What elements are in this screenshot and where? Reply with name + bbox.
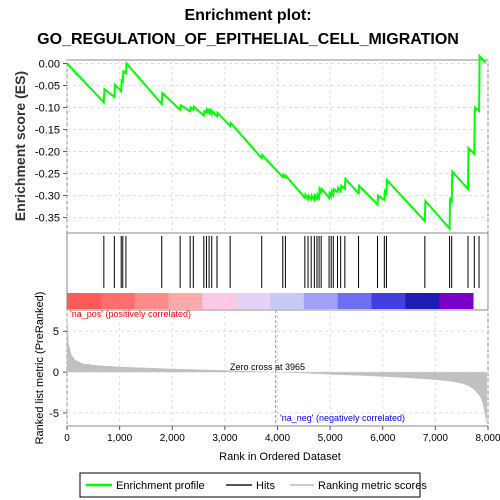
x-tick-label: 5,000 [318, 433, 343, 444]
heat-bar-segment [270, 293, 305, 309]
chart-title-line1: Enrichment plot: [184, 7, 311, 24]
x-tick-label: 4,000 [265, 433, 290, 444]
heat-bar-segment [236, 293, 271, 309]
es-panel: 0.00-0.05-0.10-0.15-0.20-0.25-0.30-0.35 … [12, 53, 489, 234]
es-y-tick-label: -0.25 [35, 169, 60, 181]
metric-panel: 5 0 -5 'na_pos' (positively correlated) 'n… [34, 292, 489, 445]
x-tick-label: 7,000 [423, 433, 448, 444]
metric-y-tick-label: 0 [53, 367, 59, 379]
heat-bar-segment [168, 293, 203, 309]
es-y-ticks: 0.00 -0.05 -0.10 -0.15 -0.20 -0.25 -0.30 -0.35 [35, 59, 67, 225]
es-y-tick-label: -0.20 [35, 147, 60, 159]
legend-enrichment-label: Enrichment profile [116, 480, 205, 492]
heat-bar-segment [303, 293, 339, 309]
x-axis-label: Rank in Ordered Dataset [219, 451, 341, 463]
metric-y-tick-label: 5 [53, 326, 59, 338]
legend-metric-label: Ranking metric scores [318, 480, 427, 492]
es-y-axis-label: Enrichment score (ES) [12, 71, 28, 221]
heat-bar-segment [134, 293, 169, 309]
rank-heat-bar [67, 293, 474, 309]
zero-cross-label: Zero cross at 3965 [230, 362, 305, 372]
chart-title-line2: GO_REGULATION_OF_EPITHELIAL_CELL_MIGRATI… [37, 31, 459, 48]
heat-bar-segment [337, 293, 372, 309]
x-tick-label: 1,000 [107, 433, 132, 444]
es-grid [66, 60, 489, 233]
heat-bar-segment [439, 293, 474, 309]
heat-bar-segment [100, 293, 136, 309]
x-tick-label: 0 [64, 433, 70, 444]
es-y-tick-label: -0.15 [35, 125, 60, 137]
pos-correlated-label: 'na_pos' (positively correlated) [70, 309, 191, 319]
es-y-tick-label: 0.00 [39, 59, 60, 71]
es-y-tick-label: -0.05 [35, 81, 60, 93]
x-tick-label: 3,000 [212, 433, 237, 444]
neg-correlated-label: 'na_neg' (negatively correlated) [280, 413, 405, 423]
metric-y-axis-label: Ranked list metric (PreRanked) [34, 292, 46, 445]
hit-marks [103, 236, 480, 288]
es-y-tick-label: -0.35 [35, 213, 60, 225]
legend-hits-label: Hits [256, 480, 275, 492]
x-tick-label: 8,000 [475, 433, 500, 444]
heat-bar-segment [371, 293, 406, 309]
legend: Enrichment profile Hits Ranking metric s… [79, 472, 427, 498]
heat-bar-segment [405, 293, 440, 309]
metric-y-ticks: 5 0 -5 [49, 326, 67, 420]
hits-panel [66, 232, 489, 311]
x-tick-label: 6,000 [370, 433, 395, 444]
x-tick-label: 2,000 [160, 433, 185, 444]
es-y-tick-label: -0.10 [35, 103, 60, 115]
enrichment-profile-line [66, 53, 487, 232]
heat-bar-segment [67, 293, 102, 309]
metric-y-tick-label: -5 [49, 408, 59, 420]
heat-bar-segment [202, 293, 237, 309]
es-y-tick-label: -0.30 [35, 191, 60, 203]
x-axis-ticks: 0 1,000 2,000 3,000 4,000 5,000 6,000 7,000 8,00… [64, 426, 500, 444]
